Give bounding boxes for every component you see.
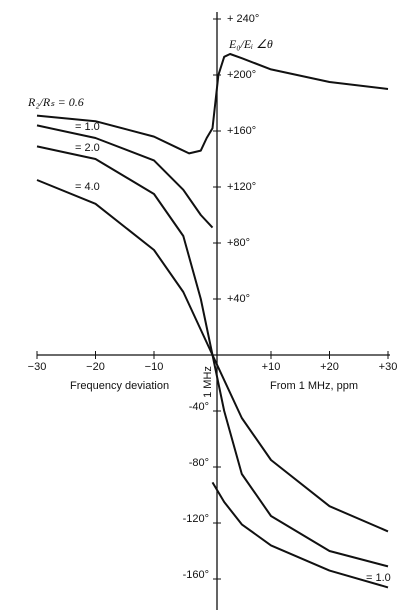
y-tick-label: +120° <box>227 181 256 193</box>
y-tick-label: +160° <box>227 125 256 137</box>
center-label: 1 MHz <box>202 366 214 398</box>
x-tick-label: −30 <box>28 361 47 373</box>
series-label: = 2.0 <box>75 142 100 154</box>
x-tick-label: −20 <box>86 361 105 373</box>
curve <box>36 124 214 229</box>
y-tick-label: + 240° <box>227 13 259 25</box>
curve <box>211 481 389 589</box>
series-label: = 1.0 <box>366 572 391 584</box>
curve <box>36 179 389 533</box>
y-tick-label: +80° <box>227 237 250 249</box>
y-tick-label: -80° <box>189 457 209 469</box>
series-label: = 4.0 <box>75 181 100 193</box>
y-tick-label: -120° <box>183 513 209 525</box>
curve <box>36 53 389 155</box>
y-tick-label: -40° <box>189 401 209 413</box>
x-tick-label: +30 <box>379 361 398 373</box>
y-tick-label: +40° <box>227 293 250 305</box>
x-axis-label: From 1 MHz, ppm <box>270 380 358 392</box>
y-axis-label: E₀/Eᵢ ∠θ <box>228 37 273 51</box>
x-tick-label: −10 <box>145 361 164 373</box>
x-tick-label: +10 <box>262 361 281 373</box>
x-axis-label: Frequency deviation <box>70 380 169 392</box>
y-tick-label: -160° <box>183 569 209 581</box>
series-label: = 1.0 <box>75 121 100 133</box>
x-tick-label: +20 <box>320 361 339 373</box>
y-tick-label: +200° <box>227 69 256 81</box>
series-label: R₂/Rₛ = 0.6 <box>27 95 84 109</box>
